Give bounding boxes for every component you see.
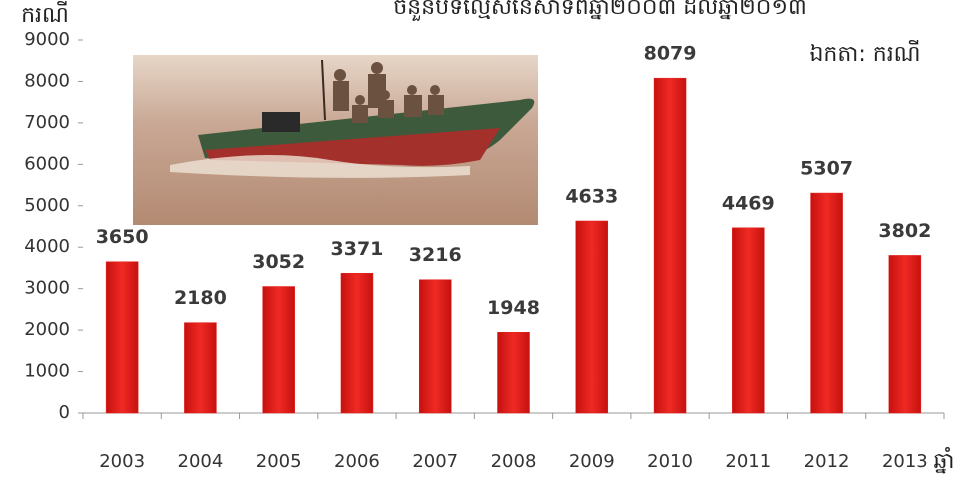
bar — [262, 286, 295, 414]
y-tick-label: 2000 — [24, 319, 70, 340]
x-tick-label: 2005 — [256, 451, 302, 472]
value-label: 3052 — [252, 251, 305, 273]
photo — [133, 55, 538, 225]
y-tick-label: 4000 — [24, 236, 70, 257]
x-tick-label: 2007 — [412, 451, 458, 472]
y-tick-label: 3000 — [24, 278, 70, 299]
x-tick-label: 2012 — [804, 451, 850, 472]
bar — [810, 192, 843, 414]
bar — [418, 279, 452, 414]
value-label: 3371 — [331, 238, 384, 260]
value-label: 1948 — [487, 297, 540, 319]
y-tick-label: 9000 — [24, 29, 70, 50]
x-tick-label: 2009 — [569, 451, 615, 472]
y-tick-label: 1000 — [24, 361, 70, 382]
bar — [732, 227, 765, 414]
x-axis-label: ឆ្នាំ — [934, 447, 955, 474]
x-tick-label: 2003 — [99, 451, 145, 472]
value-label: 8079 — [644, 43, 697, 65]
value-label: 4633 — [565, 185, 618, 207]
value-label: 5307 — [800, 158, 853, 180]
bar — [105, 261, 139, 414]
bar — [653, 77, 687, 414]
value-label: 4469 — [722, 192, 775, 214]
value-label: 3650 — [96, 226, 149, 248]
value-label: 3802 — [878, 220, 931, 242]
y-axis-label: ករណី — [21, 1, 69, 28]
chart-title: ចំនួនបទល្មើសនេសាទពីឆ្នាំ២០០៣ ដល់ឆ្នាំ២០១… — [393, 0, 807, 21]
x-tick-label: 2013 — [882, 451, 928, 472]
bar — [497, 332, 530, 414]
value-label: 3216 — [409, 244, 462, 266]
bar — [340, 273, 374, 414]
value-label: 2180 — [174, 287, 227, 309]
y-tick-label: 8000 — [24, 70, 70, 91]
x-tick-label: 2010 — [647, 451, 693, 472]
x-tick-label: 2006 — [334, 451, 380, 472]
bar — [888, 255, 922, 414]
bar — [575, 220, 609, 414]
y-tick-label: 0 — [59, 402, 70, 423]
x-tick-label: 2004 — [178, 451, 224, 472]
x-tick-label: 2011 — [725, 451, 771, 472]
y-tick-label: 7000 — [24, 112, 70, 133]
unit-label: ឯកតា: ករណី — [809, 40, 920, 67]
x-tick-label: 2008 — [491, 451, 537, 472]
bar — [184, 322, 217, 414]
y-tick-label: 6000 — [24, 153, 70, 174]
y-tick-label: 5000 — [24, 195, 70, 216]
